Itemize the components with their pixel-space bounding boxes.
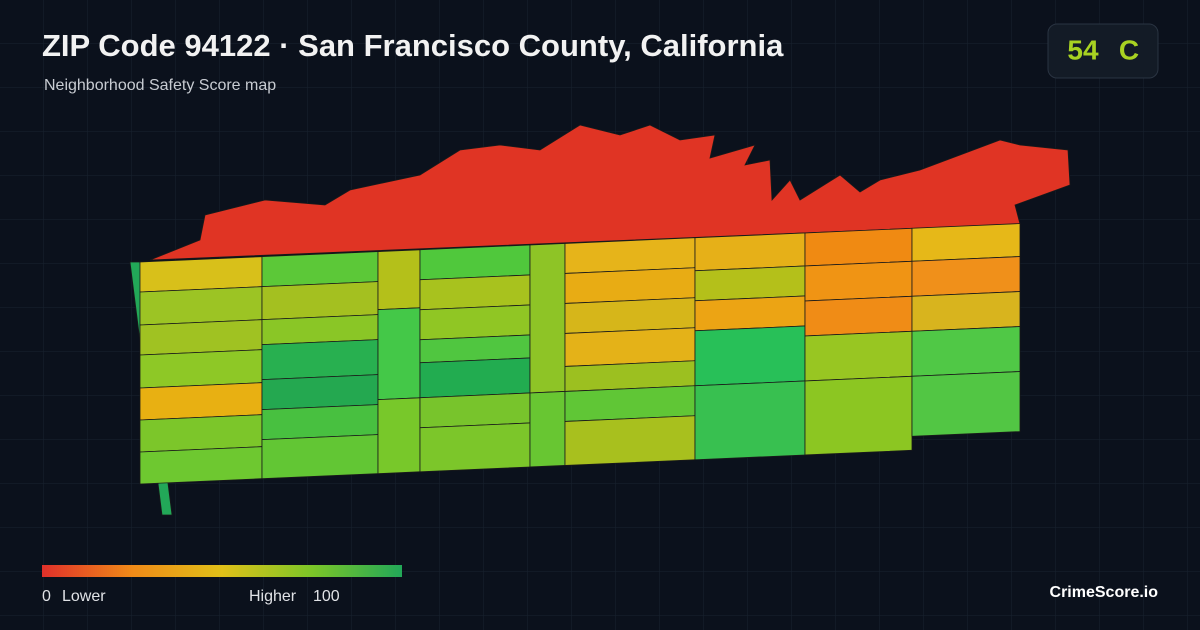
subtitle: Neighborhood Safety Score map <box>44 77 276 94</box>
score-grade: C <box>1119 34 1139 65</box>
map-block <box>564 237 696 274</box>
map-block <box>377 307 421 401</box>
map-block <box>139 446 263 485</box>
map-block <box>694 232 806 272</box>
legend-max-label: Higher <box>249 588 297 605</box>
map-block <box>694 295 806 332</box>
map-block <box>911 371 1021 437</box>
map-block <box>804 375 913 456</box>
map-block <box>419 422 531 473</box>
legend-min: 0 <box>42 588 51 605</box>
map <box>129 124 1071 516</box>
map-block <box>377 397 421 475</box>
map-block <box>564 327 696 367</box>
legend-max: 100 <box>313 588 340 605</box>
map-block <box>261 281 379 321</box>
map-block <box>377 249 421 311</box>
map-block <box>419 304 531 341</box>
map-block <box>139 382 263 421</box>
map-block <box>694 380 806 461</box>
map-block <box>419 274 531 311</box>
map-block <box>419 244 531 281</box>
map-block <box>694 325 806 387</box>
map-block <box>261 434 379 480</box>
map-block <box>261 339 379 381</box>
map-block <box>804 330 913 382</box>
map-block <box>804 260 913 302</box>
map-block <box>139 286 263 326</box>
score-box <box>1047 23 1159 79</box>
map-block <box>564 385 696 422</box>
map-block <box>419 357 531 399</box>
map-block <box>419 392 531 429</box>
map-block <box>139 414 263 453</box>
map-block <box>139 256 263 293</box>
map-block <box>911 223 1021 262</box>
map-block <box>694 265 806 302</box>
map-block <box>261 374 379 411</box>
legend-min-label: Lower <box>62 588 106 605</box>
map-block <box>564 297 696 334</box>
map-block <box>139 319 263 356</box>
legend-scale <box>42 565 402 577</box>
map-block <box>911 326 1021 377</box>
map-block <box>911 256 1021 297</box>
title: ZIP Code 94122 · San Francisco County, C… <box>42 28 784 63</box>
map-block <box>804 227 913 267</box>
map-block <box>139 349 263 389</box>
map-block <box>529 391 566 468</box>
map-block <box>911 291 1021 332</box>
score-value: 54 <box>1067 34 1099 65</box>
map-block <box>261 251 379 288</box>
map-block <box>804 295 913 337</box>
brand: CrimeScore.io <box>1050 584 1159 601</box>
map-block <box>564 267 696 304</box>
map-region <box>149 124 1071 261</box>
map-block <box>261 404 379 441</box>
map-block <box>564 415 696 466</box>
map-block <box>529 243 566 394</box>
